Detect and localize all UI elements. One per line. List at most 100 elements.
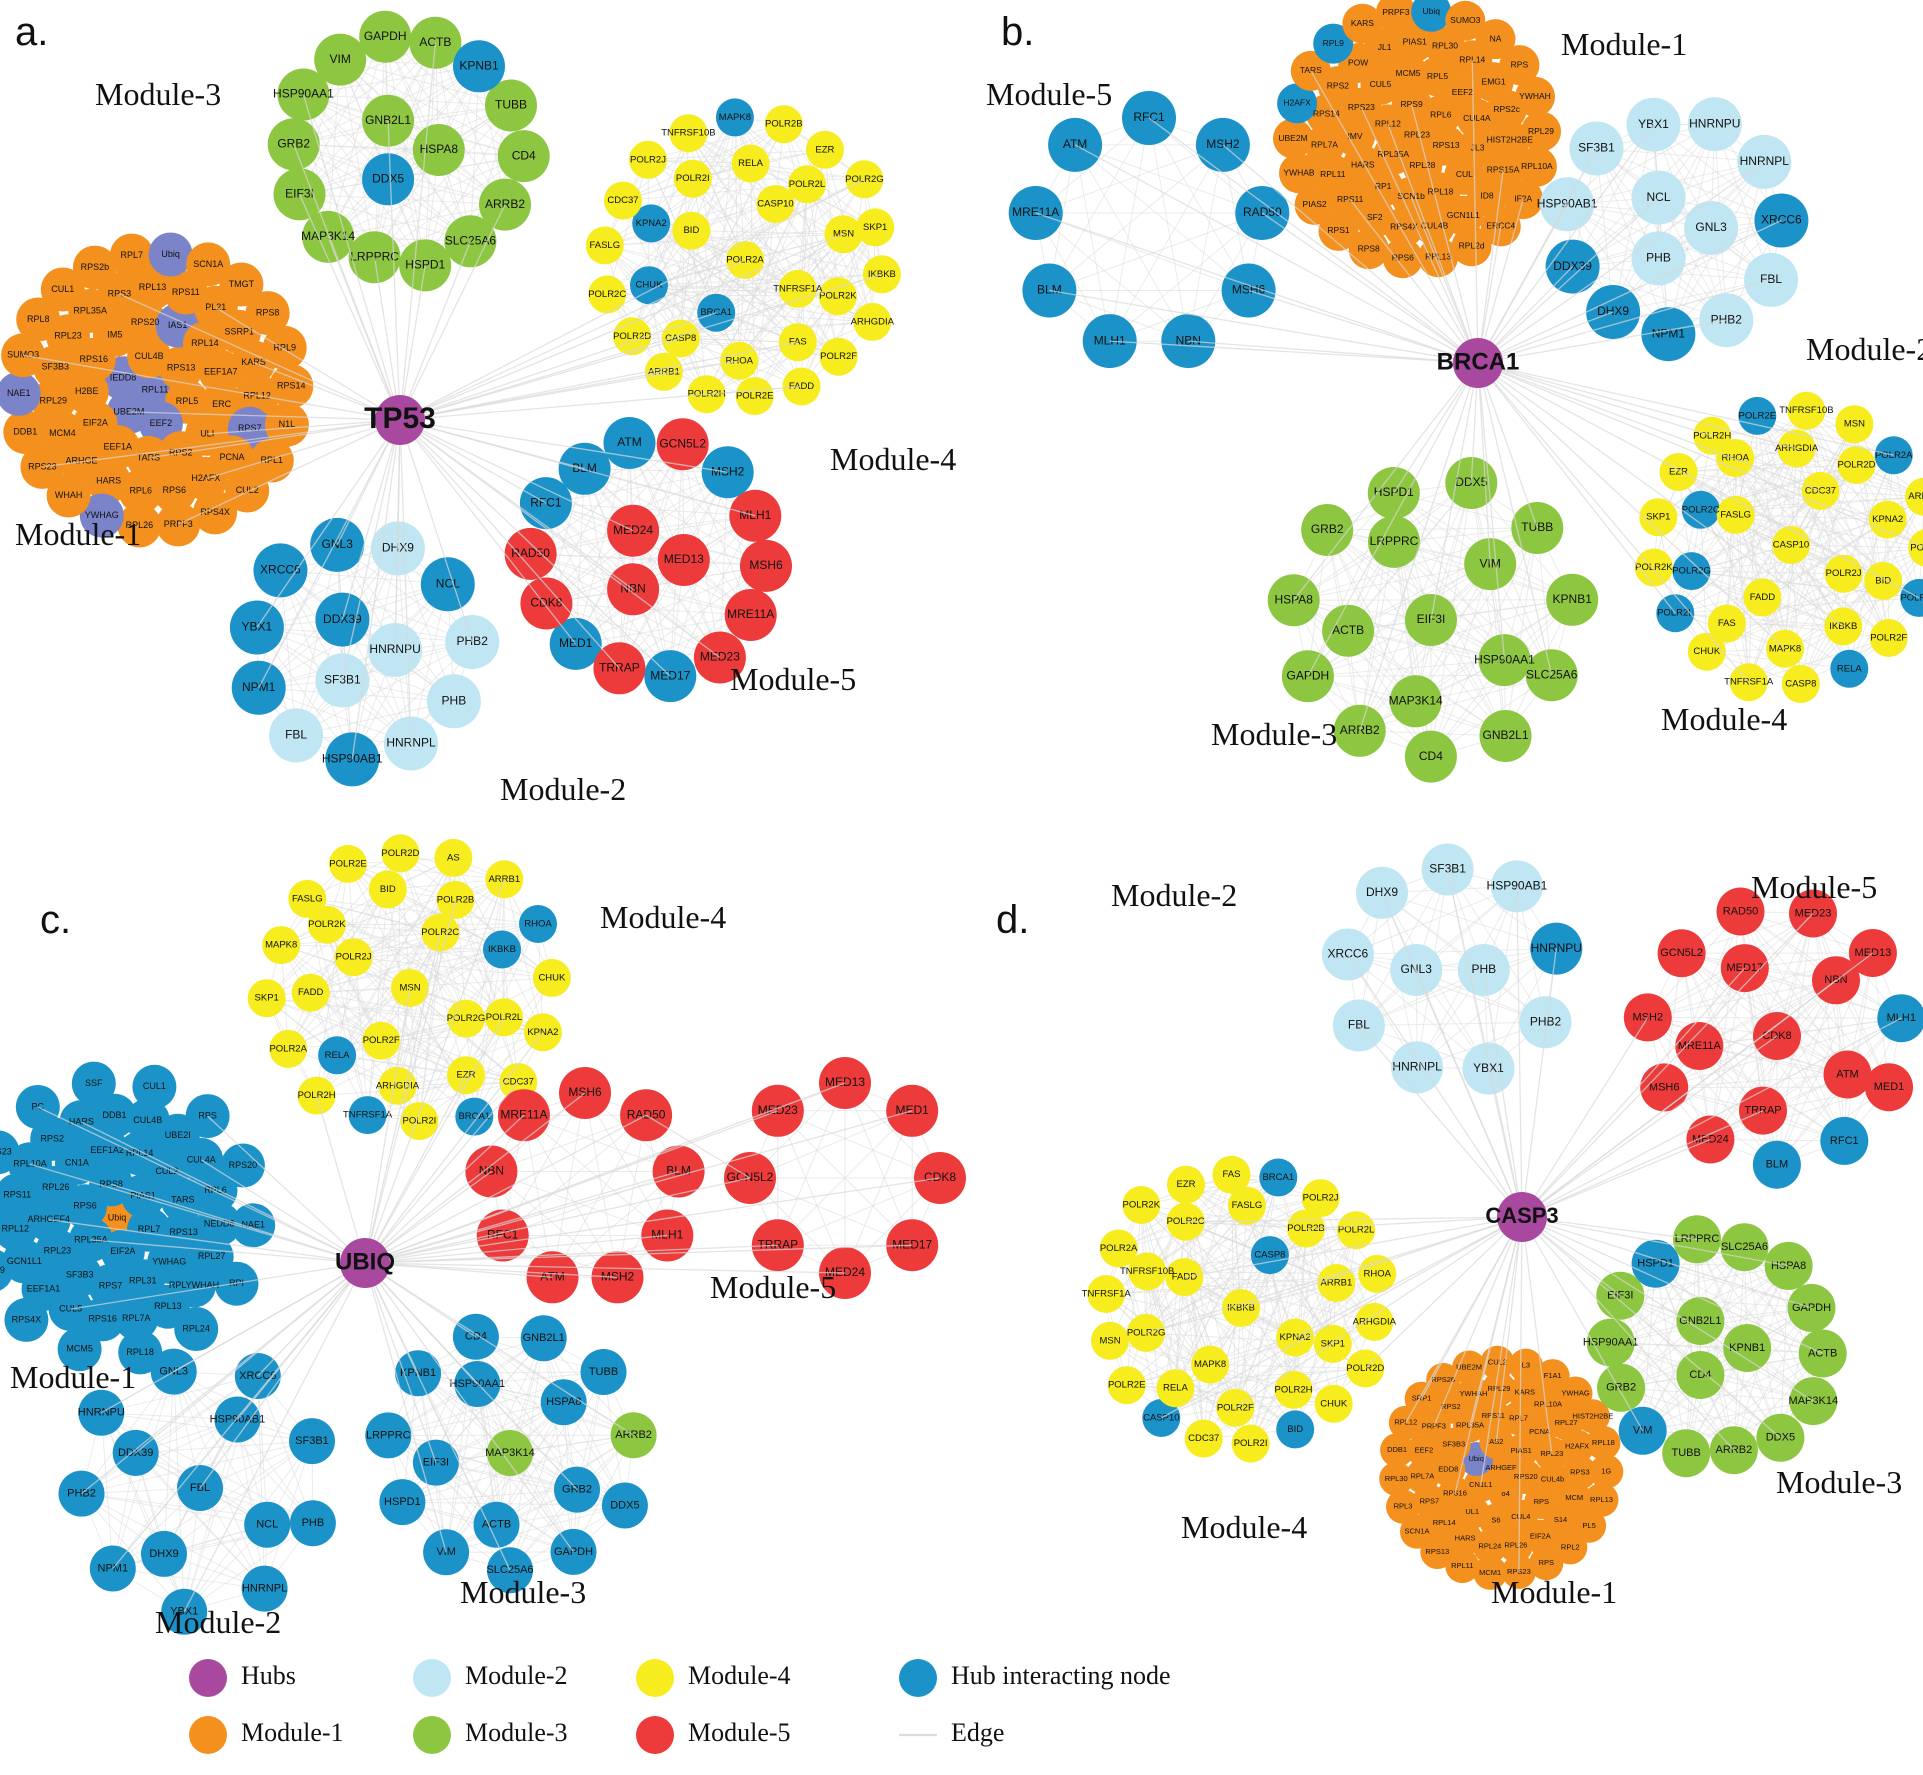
svg-text:EIF2A: EIF2A — [110, 1246, 135, 1256]
svg-text:SUMO3: SUMO3 — [1450, 15, 1481, 25]
svg-text:CUL4A: CUL4A — [1463, 113, 1491, 123]
svg-text:SF3B3: SF3B3 — [1442, 1440, 1465, 1449]
svg-text:POLR2F: POLR2F — [1870, 633, 1907, 644]
svg-text:UBE2M: UBE2M — [113, 406, 144, 416]
svg-text:CASP8: CASP8 — [1785, 678, 1816, 689]
svg-text:PIAS1: PIAS1 — [1511, 1446, 1532, 1455]
svg-text:MCM: MCM — [1565, 1493, 1583, 1502]
svg-text:RPL23: RPL23 — [44, 1246, 72, 1256]
svg-text:o4: o4 — [1501, 1489, 1509, 1498]
svg-text:RHOA: RHOA — [1721, 453, 1749, 464]
svg-text:RPL14: RPL14 — [191, 338, 219, 348]
svg-text:CUL1: CUL1 — [143, 1081, 166, 1091]
svg-text:RPS20: RPS20 — [131, 317, 160, 327]
svg-text:HSPD1: HSPD1 — [405, 258, 445, 272]
svg-text:POLR2A: POLR2A — [726, 255, 764, 266]
svg-text:POLR2A: POLR2A — [1100, 1243, 1138, 1254]
svg-text:c.: c. — [40, 898, 71, 942]
svg-text:RPS11: RPS11 — [172, 287, 200, 297]
svg-text:RPLYWHAH: RPLYWHAH — [169, 1280, 219, 1290]
svg-text:RPS8: RPS8 — [256, 307, 280, 317]
svg-text:Ubiq: Ubiq — [108, 1212, 127, 1222]
svg-text:RPS13: RPS13 — [169, 1227, 198, 1237]
svg-text:CN1A: CN1A — [65, 1157, 89, 1167]
svg-text:CUL4B: CUL4B — [135, 351, 164, 361]
svg-text:SF3B1: SF3B1 — [1578, 141, 1615, 155]
svg-text:d.: d. — [996, 898, 1029, 942]
svg-text:ARRB2: ARRB2 — [485, 197, 525, 211]
svg-text:HARS: HARS — [69, 1116, 94, 1126]
svg-text:SCN1A: SCN1A — [1404, 1527, 1429, 1536]
svg-text:Module-5: Module-5 — [710, 1269, 836, 1305]
svg-text:POLR2A: POLR2A — [1875, 450, 1913, 461]
svg-text:RPL30: RPL30 — [1385, 1474, 1408, 1483]
svg-text:GNB2L1: GNB2L1 — [523, 1332, 565, 1344]
svg-text:CUL4B: CUL4B — [133, 1115, 162, 1125]
svg-text:BLM: BLM — [1766, 1159, 1789, 1171]
svg-text:RELA: RELA — [1837, 663, 1862, 674]
svg-text:a.: a. — [15, 10, 48, 54]
svg-text:Module-4: Module-4 — [1181, 1509, 1307, 1545]
svg-text:RPL2d: RPL2d — [1459, 241, 1485, 251]
svg-text:RPS6: RPS6 — [163, 485, 187, 495]
svg-text:MED23: MED23 — [758, 1103, 798, 1117]
svg-text:RPL26: RPL26 — [42, 1182, 70, 1192]
svg-text:DDB1: DDB1 — [102, 1110, 126, 1120]
svg-text:RPS: RPS — [1534, 1497, 1549, 1506]
svg-text:SCN1A: SCN1A — [193, 259, 223, 269]
svg-text:Hubs: Hubs — [241, 1661, 296, 1690]
svg-text:EEF1A1: EEF1A1 — [27, 1283, 61, 1293]
svg-text:POLR2J: POLR2J — [336, 952, 372, 963]
svg-text:EZR: EZR — [1177, 1179, 1196, 1190]
svg-text:TNFRSF1A: TNFRSF1A — [1082, 1289, 1132, 1300]
svg-text:EEF2: EEF2 — [1452, 87, 1474, 97]
svg-text:KPNA2: KPNA2 — [636, 218, 667, 229]
svg-text:RPS: RPS — [198, 1110, 217, 1120]
svg-text:HNRNPU: HNRNPU — [1689, 116, 1740, 130]
svg-text:RPL7: RPL7 — [1509, 1413, 1528, 1422]
svg-text:RPL11: RPL11 — [1320, 169, 1346, 179]
svg-text:SF3B1: SF3B1 — [295, 1435, 329, 1447]
svg-text:RPS13: RPS13 — [1425, 1547, 1449, 1556]
svg-text:TUBB: TUBB — [495, 98, 527, 112]
svg-text:RPL13: RPL13 — [1590, 1495, 1613, 1504]
svg-text:YBX1: YBX1 — [1638, 117, 1669, 131]
svg-text:XRCC6: XRCC6 — [260, 563, 301, 577]
svg-text:MCM5: MCM5 — [1395, 68, 1420, 78]
svg-text:CUL4: CUL4 — [1511, 1512, 1530, 1521]
svg-text:RPL6: RPL6 — [129, 486, 152, 496]
svg-text:GNL3: GNL3 — [1401, 962, 1433, 976]
svg-text:RHOA: RHOA — [1363, 1268, 1391, 1279]
svg-text:TP53: TP53 — [364, 402, 436, 435]
svg-text:RPS20: RPS20 — [229, 1160, 258, 1170]
svg-text:SKP1: SKP1 — [1646, 512, 1670, 523]
svg-text:RPL8: RPL8 — [27, 314, 50, 324]
svg-text:MCM4: MCM4 — [49, 428, 76, 438]
svg-text:CASP8: CASP8 — [1254, 1250, 1285, 1261]
svg-text:RPL23: RPL23 — [54, 331, 82, 341]
svg-text:FBL: FBL — [1348, 1018, 1370, 1032]
svg-text:EEF1A: EEF1A — [103, 441, 132, 451]
svg-text:ARHGEF4: ARHGEF4 — [28, 1214, 71, 1224]
svg-text:POLR2A: POLR2A — [269, 1043, 307, 1054]
svg-text:POLR2K: POLR2K — [1123, 1200, 1161, 1211]
svg-text:RPS: RPS — [1539, 1558, 1554, 1567]
svg-text:TNFRSF10B: TNFRSF10B — [1120, 1266, 1174, 1277]
svg-text:RPL3: RPL3 — [1394, 1502, 1413, 1511]
svg-text:MED24: MED24 — [613, 523, 653, 537]
svg-text:RPS8: RPS8 — [1358, 243, 1380, 253]
svg-text:UBE2I: UBE2I — [165, 1130, 191, 1140]
svg-text:POLR2E: POLR2E — [1739, 410, 1777, 421]
svg-text:RPS7: RPS7 — [99, 1280, 123, 1290]
svg-text:TNFRSF10B: TNFRSF10B — [661, 128, 715, 139]
svg-text:RPS16: RPS16 — [80, 354, 109, 364]
svg-text:SKP1: SKP1 — [255, 993, 279, 1004]
svg-text:Module-3: Module-3 — [465, 1718, 568, 1747]
svg-text:H2AFX: H2AFX — [1565, 1442, 1589, 1451]
svg-text:RPS23: RPS23 — [0, 1147, 12, 1157]
svg-text:MED13: MED13 — [825, 1075, 865, 1089]
svg-text:RPS6: RPS6 — [73, 1201, 97, 1211]
svg-text:UBIQ: UBIQ — [335, 1248, 395, 1275]
svg-text:TNFRSF1A: TNFRSF1A — [343, 1110, 393, 1121]
svg-text:POLR2H: POLR2H — [1274, 1384, 1312, 1395]
